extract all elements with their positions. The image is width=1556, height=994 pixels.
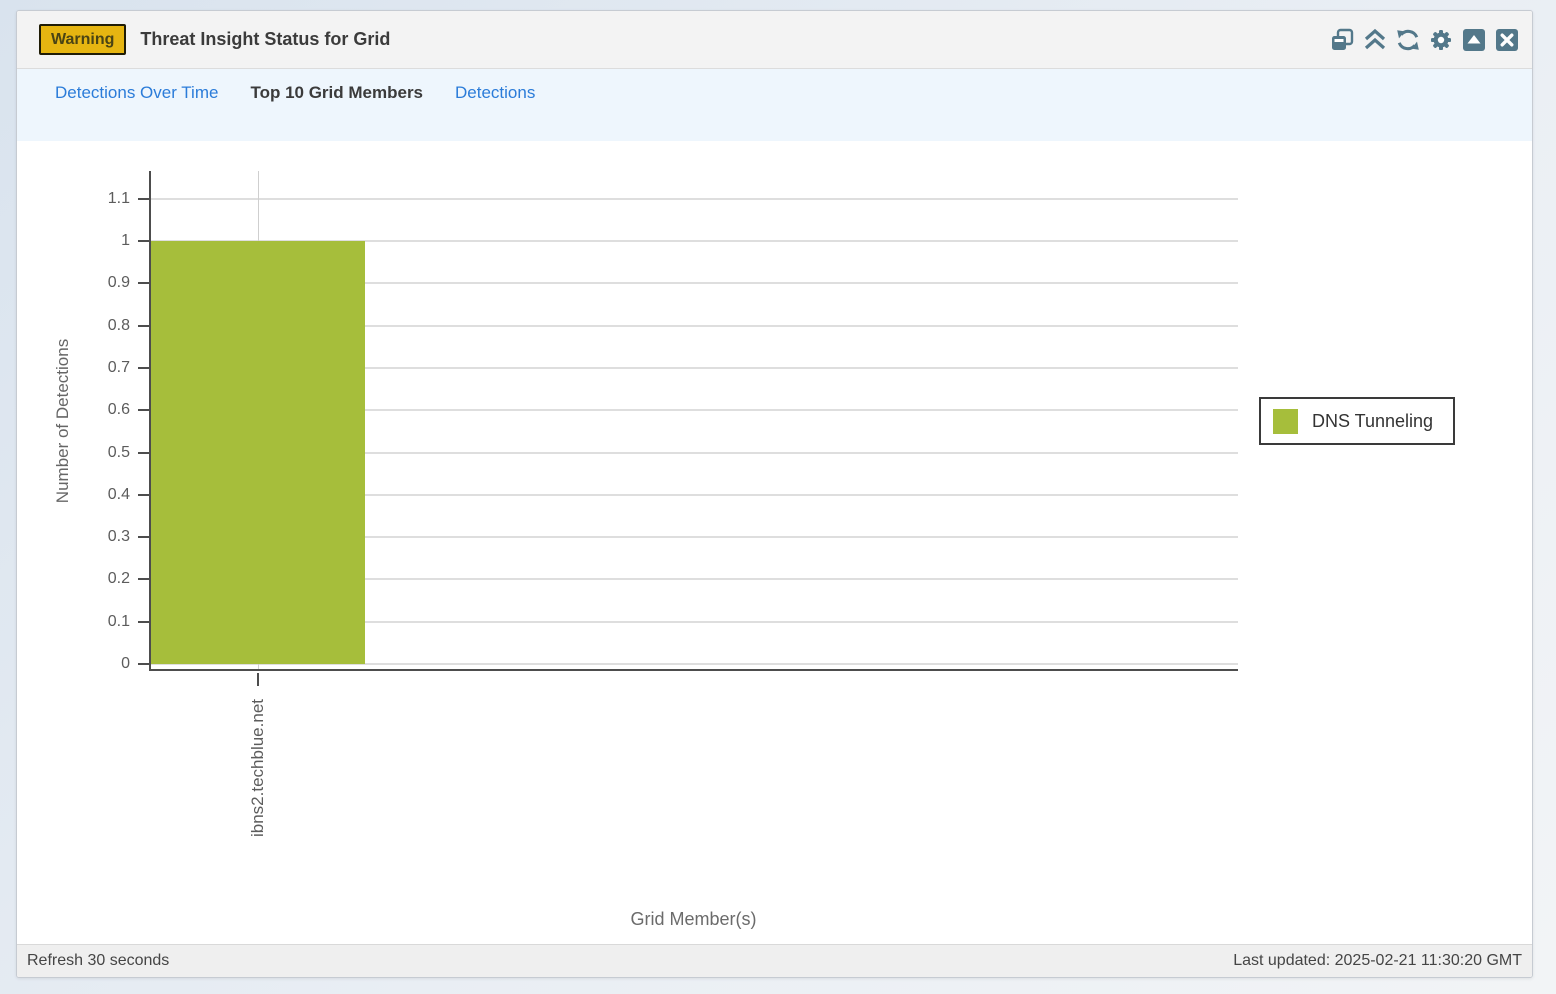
y-axis-tick	[138, 409, 149, 412]
legend-swatch	[1273, 408, 1298, 434]
y-axis-tick	[138, 197, 149, 200]
y-tick-label: 1	[121, 232, 130, 249]
plot-frame	[149, 171, 1238, 671]
tab-detections[interactable]: Detections	[455, 83, 536, 102]
y-axis-tick	[138, 663, 149, 665]
y-axis-tick	[138, 240, 149, 242]
y-axis-tick	[138, 578, 149, 581]
y-tick-label: 0.1	[107, 612, 130, 630]
y-tick-label: 0	[121, 655, 130, 672]
y-tick-label: 0.2	[107, 570, 130, 588]
widget-toolbar	[1328, 26, 1520, 53]
widget-title: Threat Insight Status for Grid	[140, 29, 391, 49]
h-gridline	[151, 324, 1238, 327]
h-gridline	[151, 409, 1238, 412]
h-gridline	[151, 493, 1238, 496]
widget-footer: Refresh 30 seconds Last updated: 2025-02…	[17, 944, 1532, 977]
h-gridline	[151, 240, 1238, 242]
refresh-status: Refresh 30 seconds	[27, 952, 170, 969]
y-axis-tick	[138, 536, 149, 539]
status-badge: Warning	[39, 23, 127, 56]
h-gridline	[151, 366, 1238, 369]
y-tick-label: 1.1	[107, 189, 130, 207]
close-icon[interactable]	[1493, 26, 1520, 53]
y-axis-tick	[138, 493, 149, 496]
chart-area: 0 0.1 0.2 0.3 0.4 0.5 0.6 0.7 0.8 0.9 1 1.1 ibns2.te…	[17, 141, 1532, 946]
h-gridline	[151, 536, 1238, 539]
legend-label: DNS Tunneling	[1312, 410, 1434, 431]
last-updated: Last updated: 2025-02-21 11:30:20 GMT	[1233, 952, 1522, 969]
dashboard-widget: Warning Threat Insight Status for Grid	[16, 10, 1533, 978]
y-tick-label: 0.9	[107, 274, 130, 292]
y-axis-tick	[138, 620, 149, 623]
y-axis-tick	[138, 282, 149, 285]
y-axis-tick	[138, 451, 149, 454]
chart-legend[interactable]: DNS Tunneling	[1259, 397, 1456, 445]
y-axis-label: Number of Detections	[53, 338, 72, 504]
h-gridline	[151, 578, 1238, 581]
minimize-icon[interactable]	[1460, 26, 1487, 53]
y-axis-tick	[138, 324, 149, 327]
settings-gear-icon[interactable]	[1427, 26, 1454, 53]
x-axis-label: Grid Member(s)	[630, 909, 757, 929]
y-axis-tick	[138, 366, 149, 369]
popout-icon[interactable]	[1328, 26, 1355, 53]
y-tick-label: 0.5	[107, 443, 130, 461]
y-tick-label: 0.6	[107, 401, 130, 419]
h-gridline	[151, 451, 1238, 454]
y-tick-label: 0.7	[107, 358, 130, 376]
tab-bar: Detections Over Time Top 10 Grid Members D…	[17, 69, 1532, 141]
h-gridline	[151, 620, 1238, 623]
h-gridline	[151, 663, 1238, 665]
tab-top-10-grid-members[interactable]: Top 10 Grid Members	[250, 83, 424, 102]
x-tick-label: ibns2.techblue.net	[248, 699, 267, 837]
bar-ibns2.techblue.net[interactable]	[151, 241, 365, 664]
y-tick-label: 0.8	[107, 316, 130, 334]
h-gridline	[151, 282, 1238, 285]
tab-detections-over-time[interactable]: Detections Over Time	[55, 83, 219, 102]
y-tick-label: 0.4	[107, 485, 130, 503]
widget-header[interactable]: Warning Threat Insight Status for Grid	[17, 11, 1532, 69]
refresh-icon[interactable]	[1394, 26, 1421, 53]
h-gridline	[151, 197, 1238, 200]
y-tick-label: 0.3	[107, 528, 130, 546]
collapse-all-icon[interactable]	[1361, 26, 1388, 53]
x-axis-tick	[257, 673, 259, 686]
